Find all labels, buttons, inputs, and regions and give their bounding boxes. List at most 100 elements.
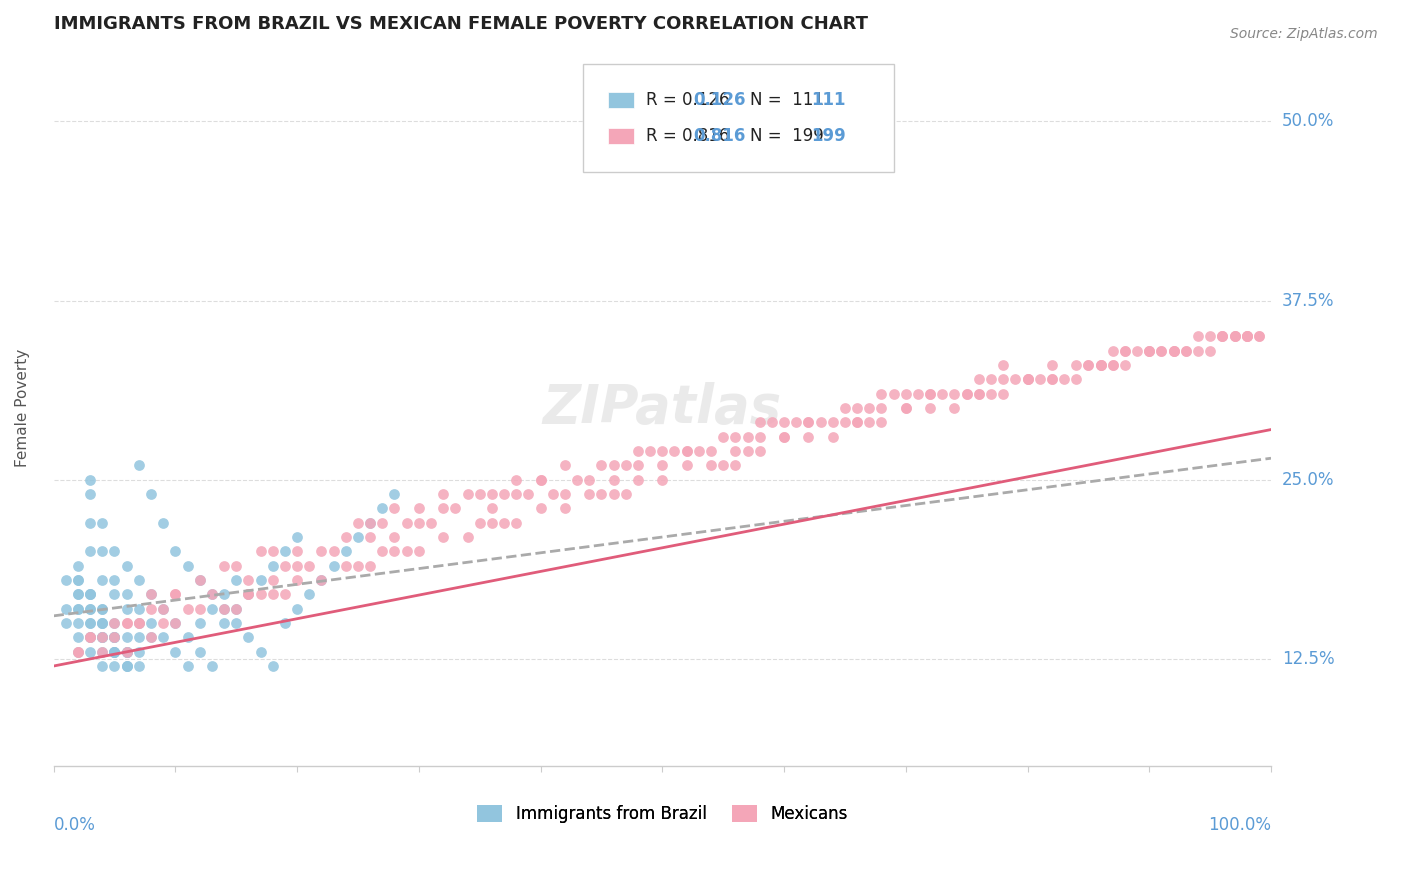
Point xyxy=(956,386,979,401)
Point xyxy=(79,601,101,615)
Point xyxy=(66,645,89,659)
Text: ZIPatlas: ZIPatlas xyxy=(543,382,782,434)
Point xyxy=(91,631,114,645)
Point xyxy=(79,516,101,530)
Point xyxy=(700,444,723,458)
Point xyxy=(1236,329,1258,343)
Point xyxy=(212,615,235,630)
Point xyxy=(103,544,125,558)
Point xyxy=(724,430,747,444)
Point xyxy=(79,645,101,659)
Point xyxy=(55,601,77,615)
Point xyxy=(298,587,321,601)
Point xyxy=(797,430,820,444)
Point xyxy=(1187,343,1209,358)
Point xyxy=(810,416,832,430)
Text: 0.0%: 0.0% xyxy=(53,816,96,835)
Point xyxy=(79,487,101,501)
Point xyxy=(188,573,211,587)
Point xyxy=(761,416,783,430)
Point xyxy=(115,645,138,659)
Point xyxy=(91,615,114,630)
Point xyxy=(212,601,235,615)
Point xyxy=(432,487,454,501)
Point xyxy=(91,601,114,615)
Legend: Immigrants from Brazil, Mexicans: Immigrants from Brazil, Mexicans xyxy=(471,798,853,830)
Point xyxy=(91,631,114,645)
FancyBboxPatch shape xyxy=(607,92,634,108)
Point xyxy=(347,516,370,530)
Text: N =  111: N = 111 xyxy=(749,91,824,109)
Point xyxy=(627,444,650,458)
Point xyxy=(298,558,321,573)
Point xyxy=(238,587,260,601)
Point xyxy=(408,544,430,558)
Point xyxy=(1163,343,1185,358)
Point xyxy=(152,601,174,615)
Point xyxy=(651,458,673,473)
Point xyxy=(347,530,370,544)
Point xyxy=(529,473,551,487)
Point xyxy=(883,386,905,401)
Point xyxy=(165,587,187,601)
Point xyxy=(1101,358,1123,372)
Point xyxy=(1114,343,1136,358)
Point xyxy=(468,516,491,530)
Point xyxy=(115,659,138,673)
Text: 111: 111 xyxy=(811,91,845,109)
Point xyxy=(201,587,224,601)
Point xyxy=(79,587,101,601)
Point xyxy=(91,516,114,530)
Point xyxy=(907,386,929,401)
Point xyxy=(481,501,503,516)
Point xyxy=(651,473,673,487)
Point xyxy=(664,444,686,458)
Point xyxy=(1028,372,1050,386)
Point xyxy=(1090,358,1112,372)
Text: R = 0.126: R = 0.126 xyxy=(647,91,730,109)
Text: R = 0.816: R = 0.816 xyxy=(647,127,730,145)
Point xyxy=(139,631,162,645)
Point xyxy=(468,487,491,501)
Point xyxy=(1199,329,1222,343)
Point xyxy=(1064,372,1087,386)
Point xyxy=(262,544,284,558)
Point xyxy=(347,558,370,573)
Point xyxy=(79,587,101,601)
Point xyxy=(249,544,271,558)
Point xyxy=(128,615,150,630)
Point xyxy=(103,645,125,659)
Point xyxy=(1040,358,1063,372)
Point xyxy=(128,645,150,659)
Point xyxy=(128,601,150,615)
Point xyxy=(1236,329,1258,343)
Point xyxy=(139,631,162,645)
Point xyxy=(578,487,600,501)
Point xyxy=(1114,343,1136,358)
Point xyxy=(285,558,308,573)
Point xyxy=(139,587,162,601)
Point xyxy=(66,601,89,615)
Point xyxy=(384,530,406,544)
Point xyxy=(627,473,650,487)
Point xyxy=(128,631,150,645)
Point xyxy=(115,645,138,659)
Point xyxy=(384,501,406,516)
Point xyxy=(432,501,454,516)
Point xyxy=(212,587,235,601)
Point xyxy=(894,386,917,401)
Point xyxy=(115,558,138,573)
Point xyxy=(212,558,235,573)
Point xyxy=(1114,358,1136,372)
Point xyxy=(371,544,394,558)
Point xyxy=(176,601,198,615)
Point xyxy=(225,615,247,630)
Point xyxy=(565,473,588,487)
Point xyxy=(700,458,723,473)
Point xyxy=(980,372,1002,386)
Point xyxy=(614,458,637,473)
Point xyxy=(420,516,443,530)
Point xyxy=(188,601,211,615)
Point xyxy=(724,444,747,458)
Point xyxy=(55,573,77,587)
